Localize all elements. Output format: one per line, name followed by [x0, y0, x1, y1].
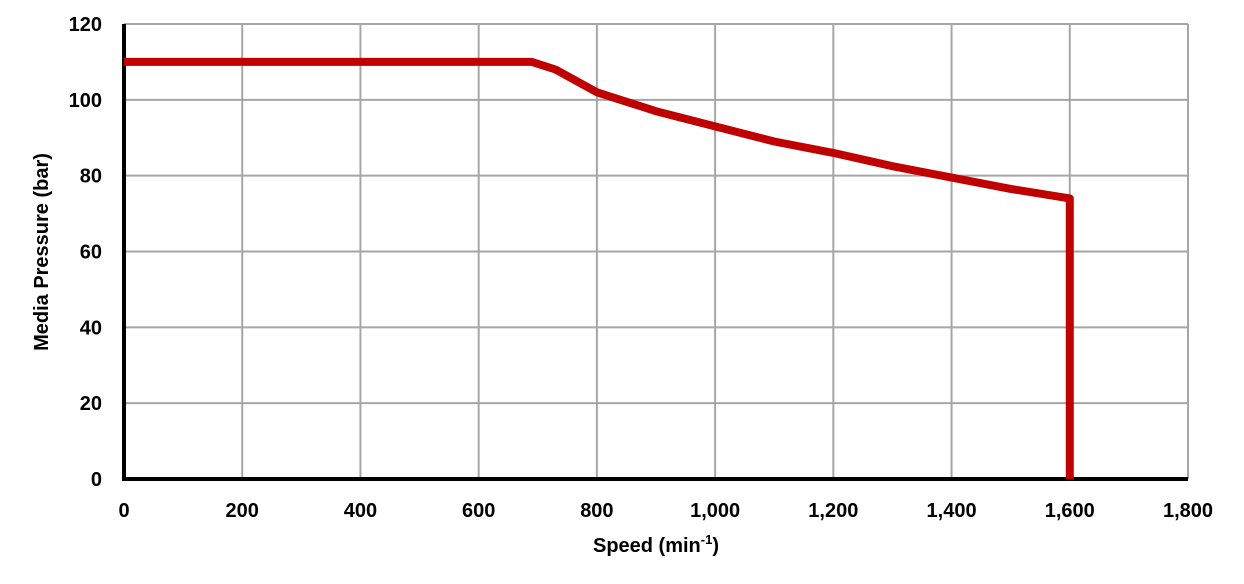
x-tick-label: 0	[118, 500, 129, 522]
x-tick-label: 200	[226, 500, 259, 522]
x-tick-label: 600	[462, 500, 495, 522]
y-tick-label: 60	[80, 242, 102, 264]
x-axis-ticks: 0 200 400 600 800 1,000 1,200 1,400 1,600 1,800	[118, 500, 1213, 522]
x-tick-label: 400	[344, 500, 377, 522]
x-axis-label: Speed (min-1)	[593, 532, 719, 557]
y-axis-label: Media Pressure (bar)	[31, 153, 53, 351]
y-tick-label: 0	[91, 469, 102, 491]
x-tick-label: 1,600	[1045, 500, 1095, 522]
x-tick-label: 1,800	[1163, 500, 1213, 522]
x-tick-label: 1,000	[690, 500, 740, 522]
x-tick-label: 1,200	[808, 500, 858, 522]
grid	[123, 23, 1189, 480]
y-tick-label: 100	[69, 90, 102, 112]
y-tick-label: 120	[69, 14, 102, 36]
y-tick-label: 20	[80, 393, 102, 415]
y-axis-ticks: 0 20 40 60 80 100 120	[69, 14, 102, 491]
y-tick-label: 40	[80, 317, 102, 339]
x-tick-label: 1,400	[927, 500, 977, 522]
pressure-curve	[124, 57, 1074, 479]
x-tick-label: 800	[580, 500, 613, 522]
y-tick-label: 80	[80, 166, 102, 188]
